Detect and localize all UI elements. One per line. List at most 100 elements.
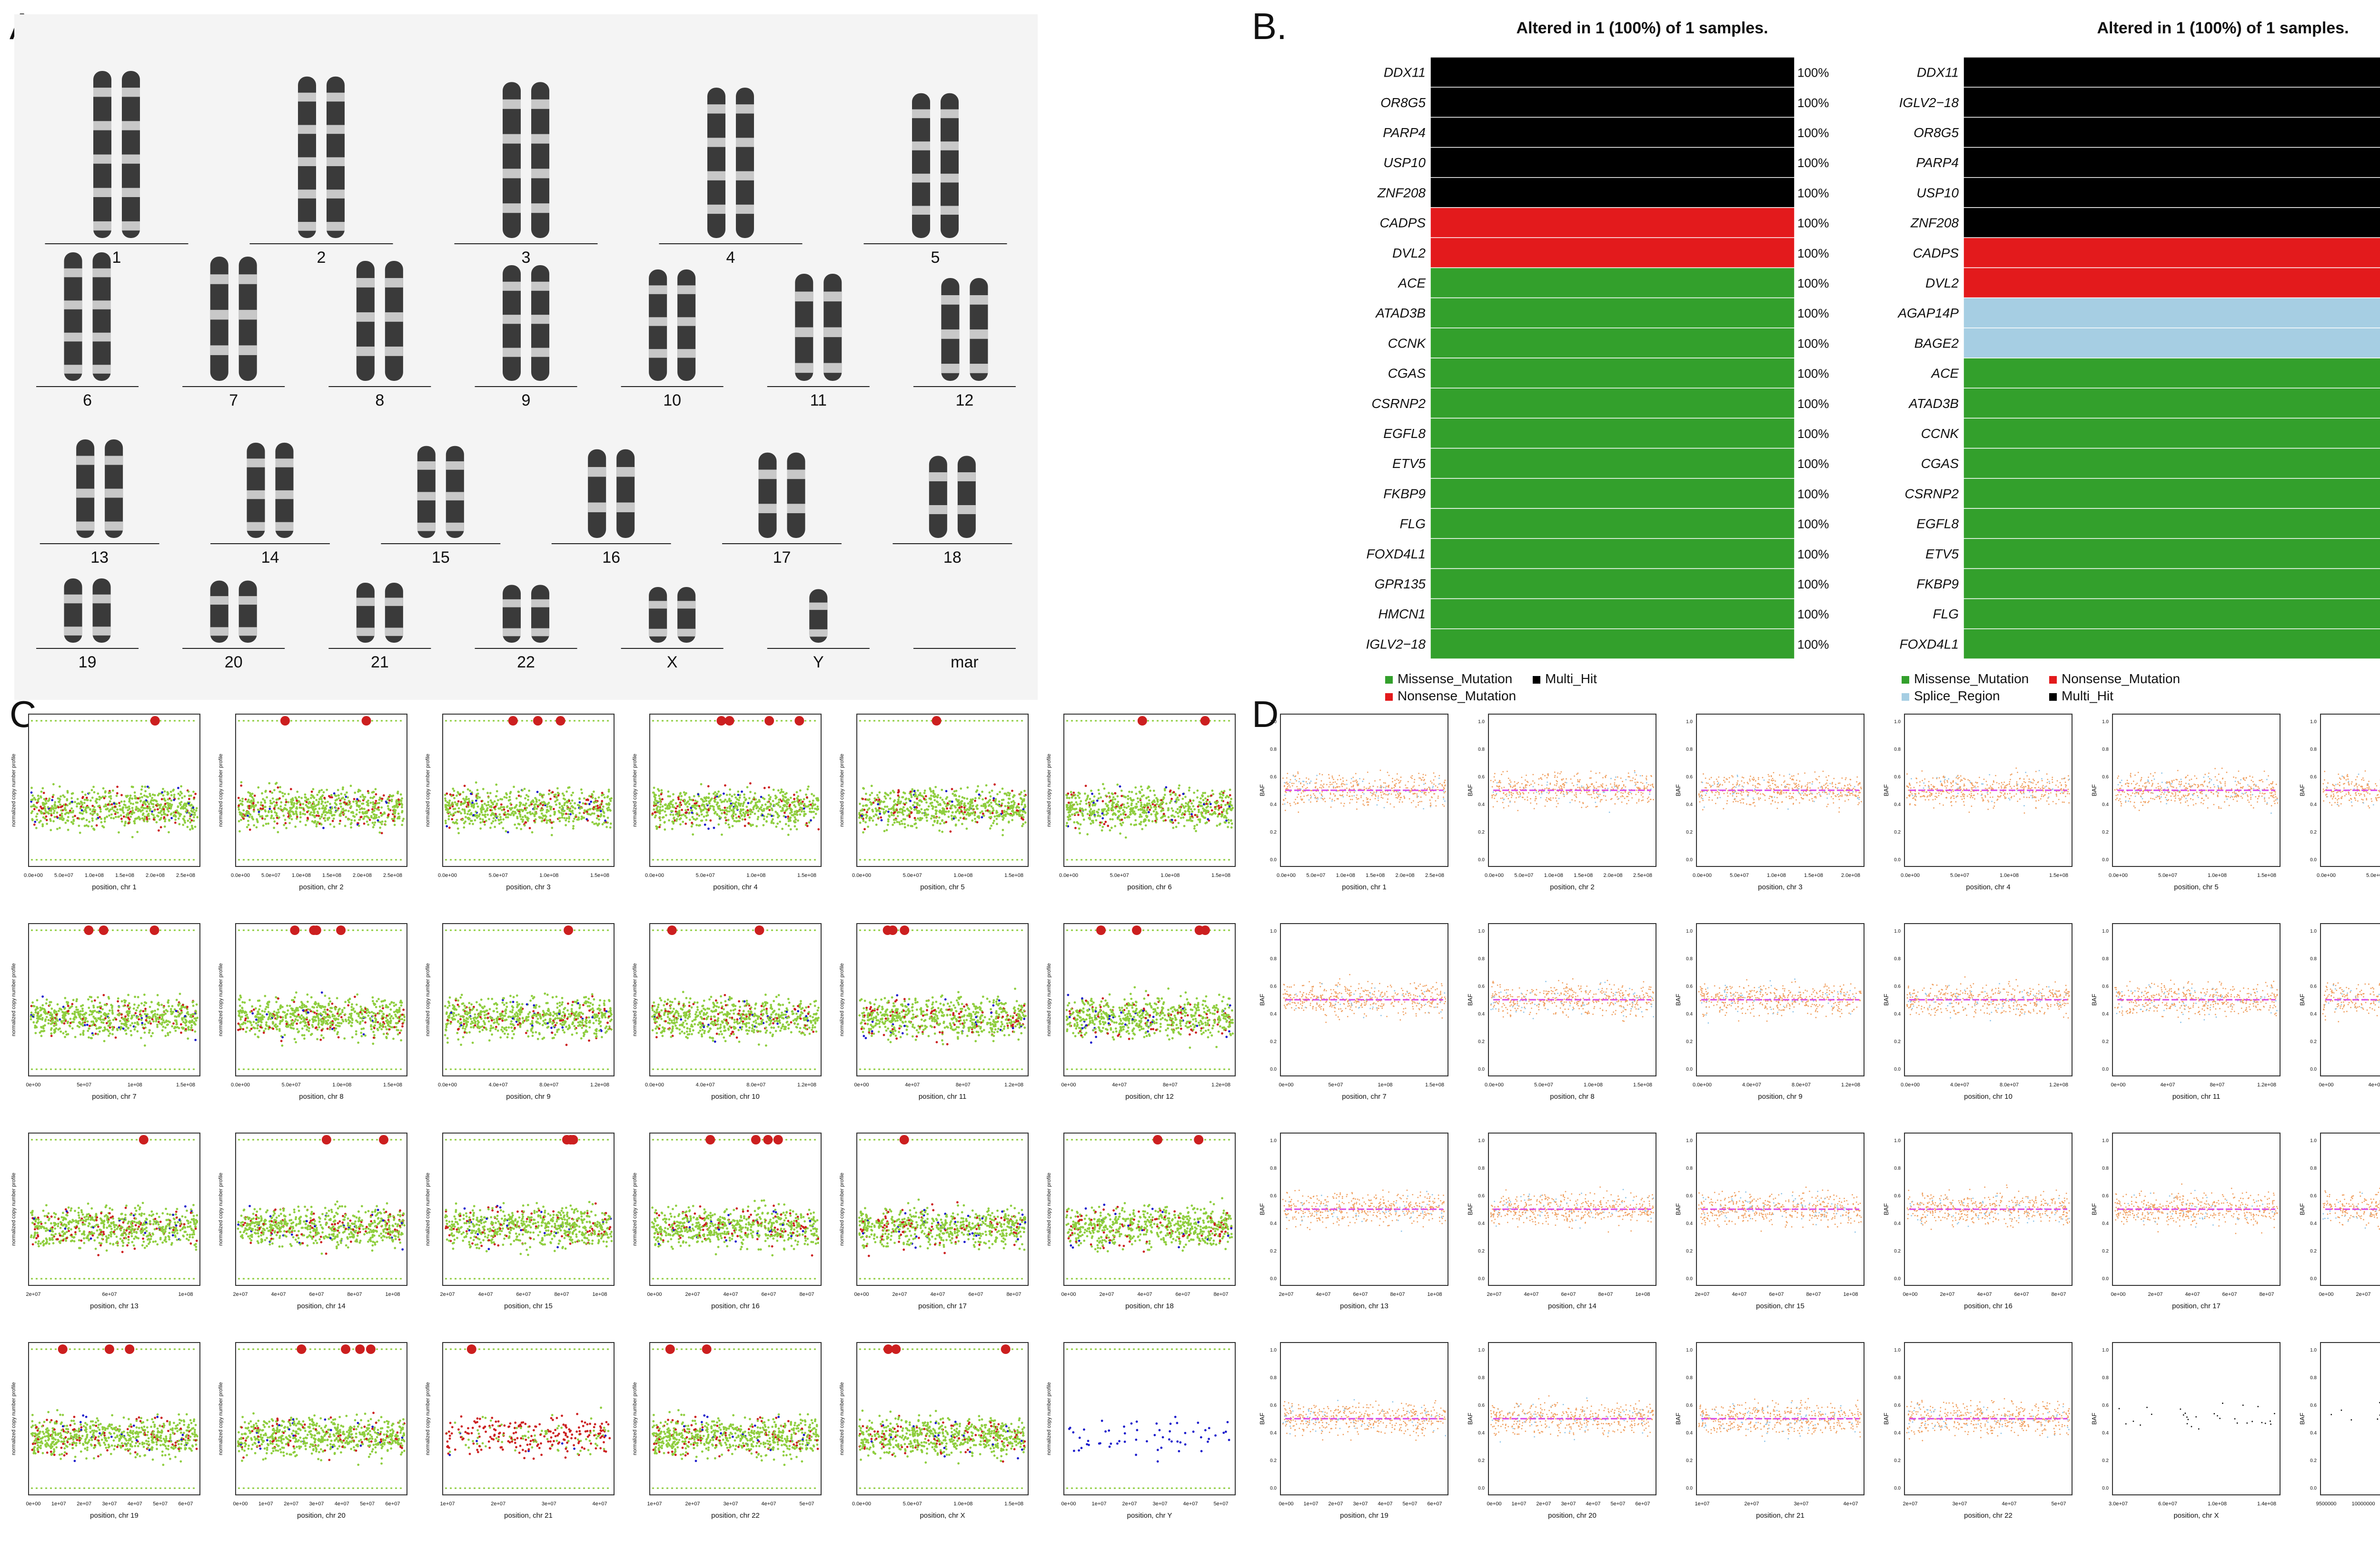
cn-point (976, 804, 979, 806)
cn-point (875, 814, 878, 816)
cn-point (768, 809, 771, 811)
chromosome-label: X (667, 653, 678, 671)
cn-point (173, 794, 176, 796)
cn-point (164, 1035, 167, 1037)
cn-point (450, 814, 452, 816)
cn-point (565, 824, 567, 826)
cn-point (1160, 802, 1162, 805)
cn-point (732, 825, 734, 827)
cn-point (565, 790, 568, 793)
cn-point (1112, 796, 1115, 798)
cn-point (1164, 819, 1167, 822)
cn-point (290, 803, 293, 806)
cn-point (302, 803, 304, 805)
cn-point (1217, 816, 1219, 818)
cn-point (1093, 796, 1096, 798)
cn-point (61, 815, 63, 817)
cn-point (758, 799, 760, 801)
chromosome-band (531, 99, 549, 109)
cn-point (905, 802, 907, 804)
cn-point (142, 1010, 145, 1013)
gene-label: FOXD4L1 (1900, 637, 1959, 651)
cn-point (287, 801, 289, 804)
cn-point (786, 806, 788, 808)
cn-point (50, 1012, 52, 1014)
cn-point (482, 818, 484, 821)
cn-point (877, 803, 879, 806)
cn-point (162, 806, 164, 808)
cn-point (339, 820, 341, 822)
cn-point (352, 801, 355, 803)
cn-point (747, 814, 749, 816)
cn-point (71, 1013, 74, 1015)
cn-point (448, 815, 450, 817)
oncoprint-cell (1964, 298, 2380, 328)
cn-point (766, 816, 768, 818)
cn-point (324, 820, 327, 822)
cn-point (1203, 816, 1205, 819)
cn-point (362, 818, 365, 820)
cn-point (43, 798, 46, 800)
cn-point (995, 798, 997, 800)
cn-point (356, 813, 358, 816)
cn-point (381, 832, 383, 835)
cn-point (1120, 813, 1122, 816)
chromosome-band (64, 365, 82, 374)
cn-point (278, 797, 281, 800)
chromosome-pair (809, 589, 827, 643)
chromatid (616, 449, 635, 538)
cn-point (728, 806, 731, 808)
cn-point (659, 819, 662, 821)
chromosome-band (247, 522, 265, 531)
cn-point (122, 811, 125, 814)
cn-point (250, 806, 252, 809)
cn-point (1220, 791, 1223, 793)
cn-point (467, 798, 470, 800)
cn-point (875, 809, 878, 812)
cn-point (813, 816, 815, 819)
cn-point (734, 794, 736, 796)
cn-point (880, 816, 882, 819)
cn-point (912, 804, 914, 806)
cn-point (121, 820, 123, 823)
cn-point (326, 805, 328, 807)
cn-point (445, 799, 447, 802)
cn-point (261, 805, 264, 807)
cn-point (659, 816, 661, 818)
chromosome-band (707, 205, 725, 214)
oncoprint-cell (1964, 599, 2380, 629)
cn-point (1117, 801, 1119, 803)
cn-point (570, 810, 572, 813)
cn-point (598, 823, 600, 825)
cn-point (378, 799, 380, 801)
cn-point (1142, 794, 1145, 796)
cn-point (585, 799, 588, 801)
cn-point (1109, 829, 1111, 832)
cn-point (320, 796, 322, 798)
cn-point (108, 815, 110, 817)
cn-point (1103, 823, 1105, 826)
gene-label: ETV5 (1925, 547, 1959, 561)
cn-point (567, 786, 569, 789)
cn-point (1205, 800, 1208, 803)
cn-point (1083, 818, 1085, 821)
cn-point (329, 823, 332, 826)
cn-point (138, 1018, 140, 1021)
cn-point (901, 808, 903, 811)
cn-point (119, 805, 121, 807)
cn-point (782, 807, 784, 809)
cn-point (609, 798, 611, 800)
cn-point (706, 811, 708, 814)
chromosome-band (958, 505, 976, 514)
cn-point (761, 804, 764, 806)
cn-point (163, 808, 165, 810)
cn-point (170, 1008, 172, 1010)
cn-tick-label: 5.0e+07 (489, 873, 508, 878)
cn-point (335, 799, 337, 802)
cn-point (146, 820, 149, 823)
cn-point (62, 817, 65, 820)
cn-point (509, 802, 512, 805)
cn-point (775, 803, 778, 806)
cn-point (693, 795, 695, 797)
cn-point (1015, 806, 1018, 808)
